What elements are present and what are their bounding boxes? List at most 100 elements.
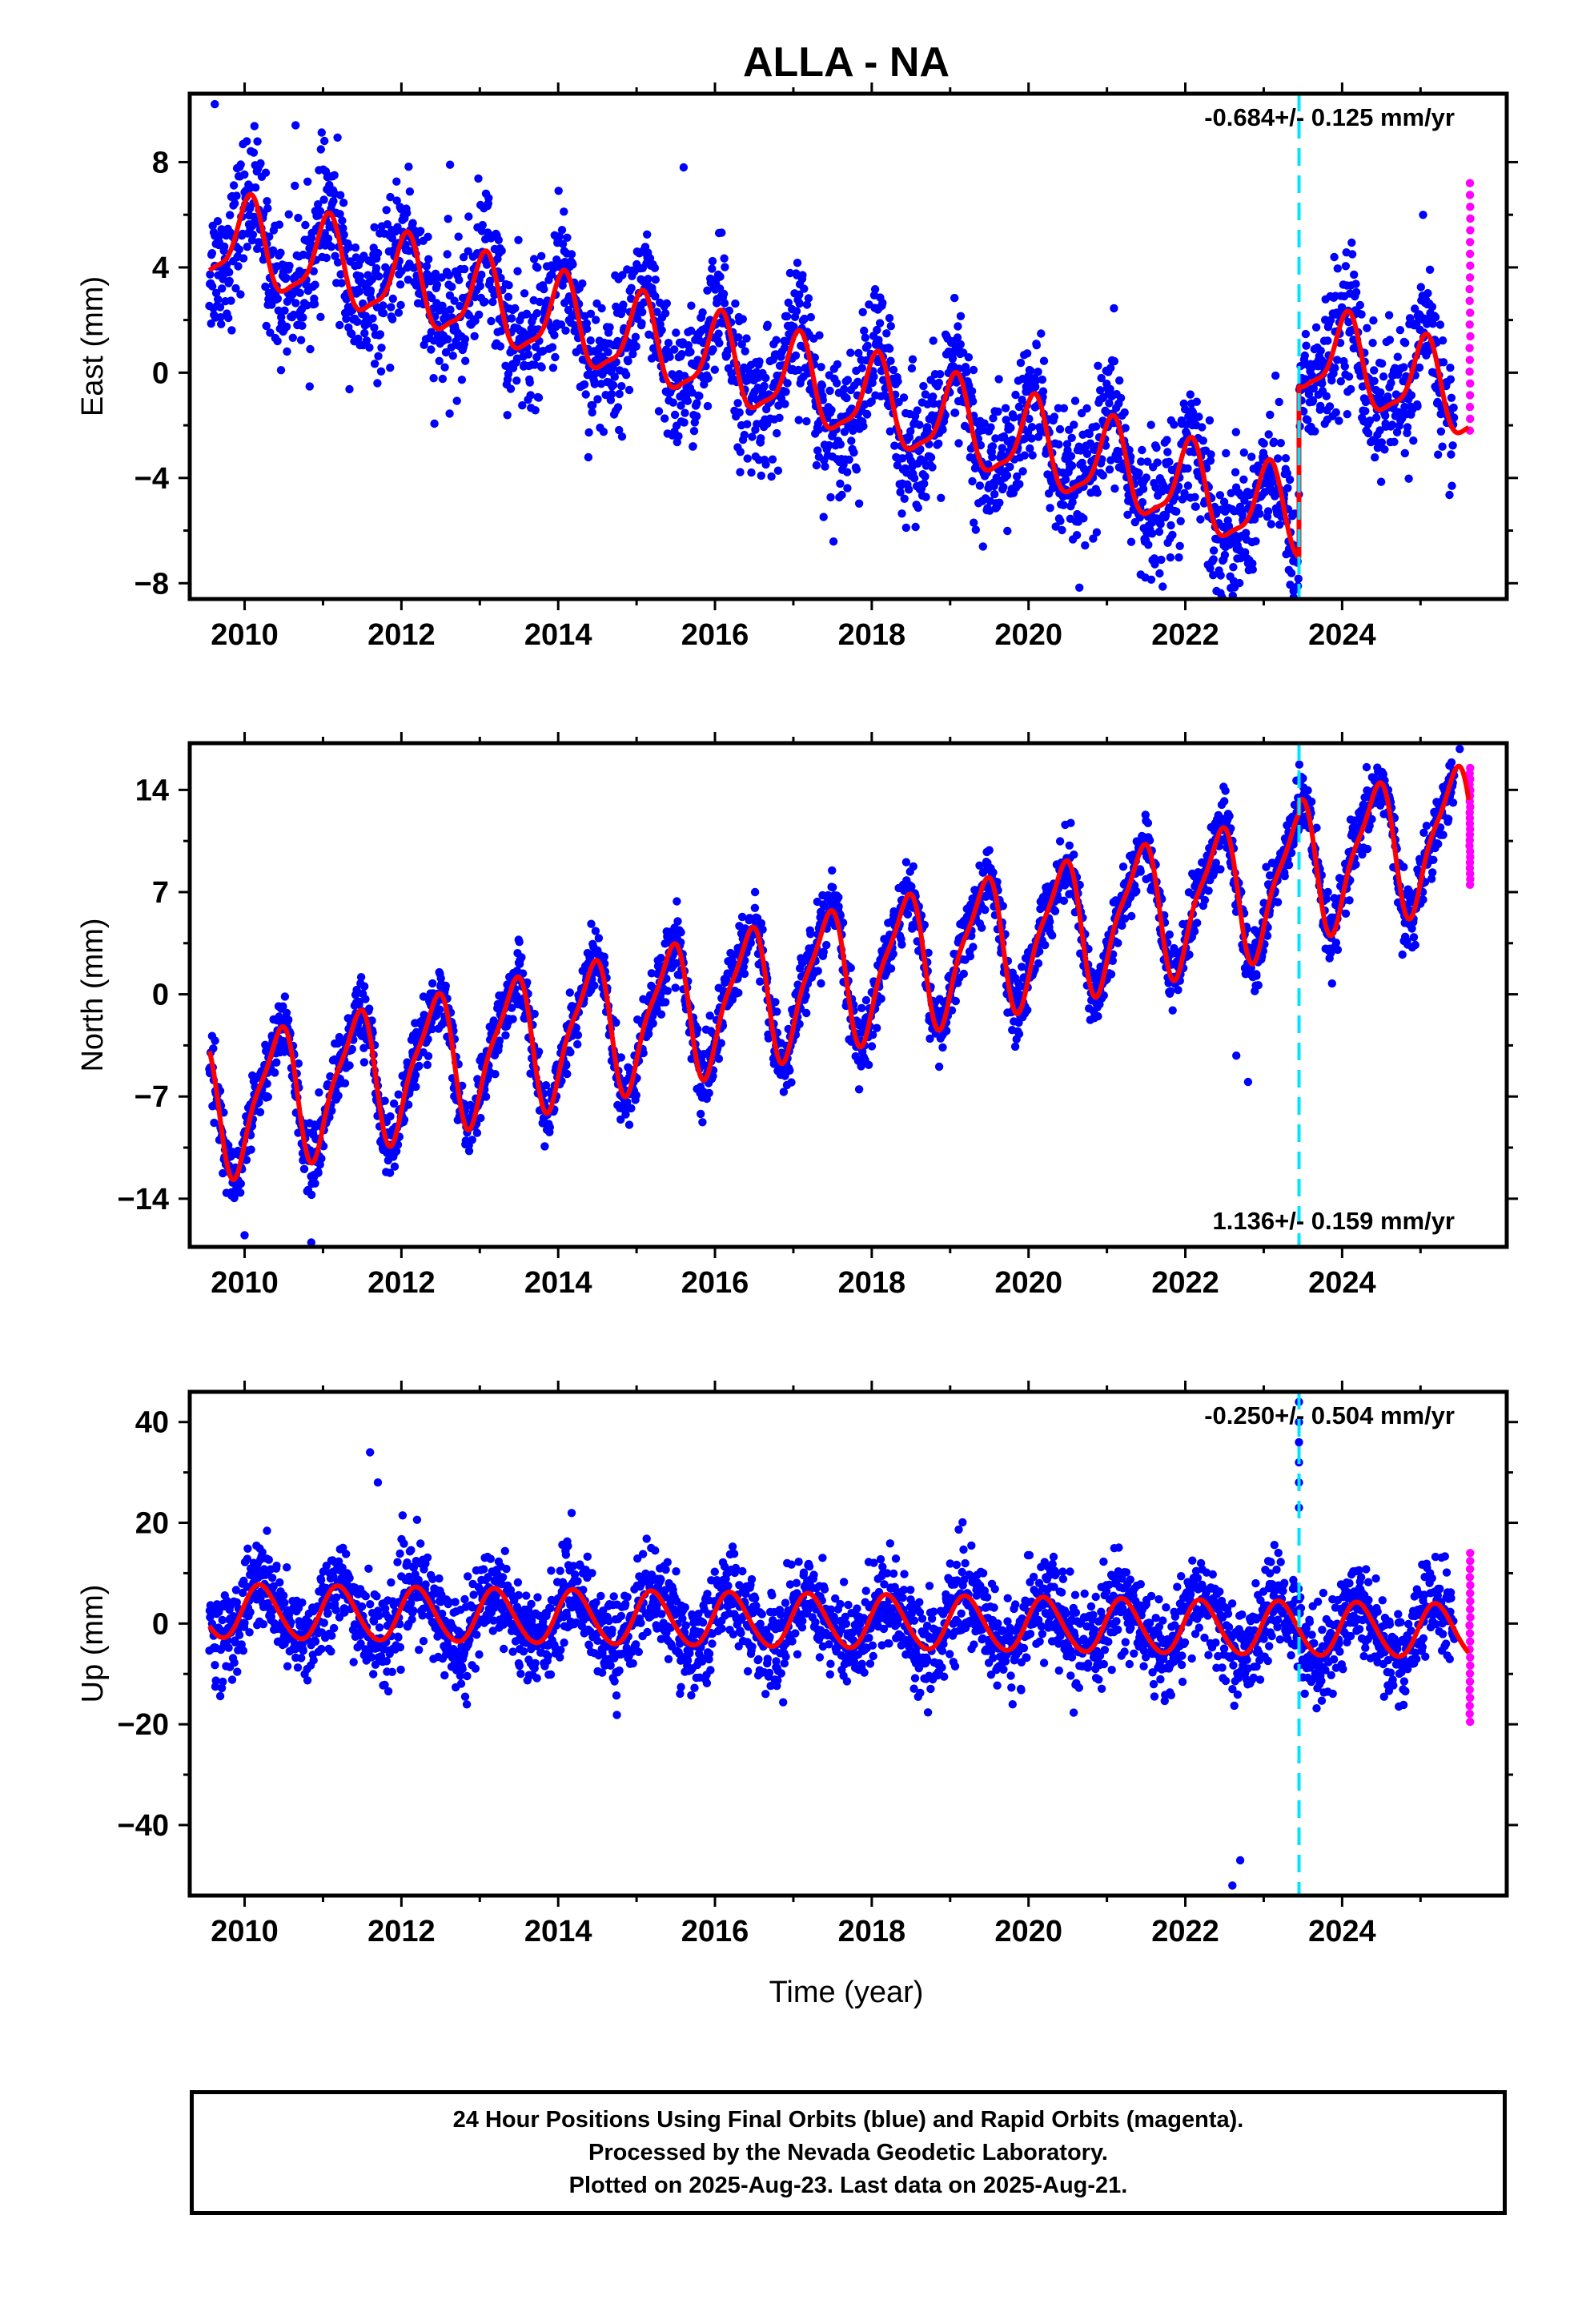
final-orbit-point	[923, 428, 933, 436]
final-orbit-point	[1387, 379, 1395, 388]
rapid-orbit-points	[1465, 179, 1475, 435]
final-orbit-point	[560, 207, 568, 216]
final-orbit-point	[1259, 439, 1268, 448]
final-orbit-point	[670, 410, 680, 420]
final-orbit-point	[1067, 433, 1076, 442]
final-orbit-point	[253, 244, 262, 253]
final-orbit-point	[235, 245, 243, 254]
final-orbit-point	[929, 392, 938, 401]
final-orbit-point	[817, 381, 827, 390]
final-orbit-point	[673, 917, 682, 926]
final-orbit-point	[307, 1190, 316, 1200]
final-orbit-point	[656, 954, 665, 963]
final-orbit-point	[969, 365, 978, 375]
final-orbit-point	[1335, 416, 1343, 425]
final-orbit-point	[858, 308, 867, 316]
final-orbit-point	[991, 434, 1000, 443]
final-orbit-point	[1427, 302, 1437, 312]
final-orbit-point	[437, 273, 446, 282]
final-orbit-point	[1363, 324, 1371, 332]
final-orbit-point	[604, 348, 612, 356]
final-orbit-point	[886, 356, 895, 365]
final-orbit-point	[311, 280, 319, 289]
final-orbit-point	[1183, 464, 1192, 473]
final-orbit-point	[415, 1061, 424, 1071]
final-orbit-point	[689, 442, 697, 451]
final-orbit-point	[651, 275, 660, 284]
final-orbit-point	[1435, 320, 1445, 329]
final-orbit-point	[898, 454, 907, 463]
final-orbit-point	[886, 322, 896, 331]
final-orbit-point	[484, 194, 493, 203]
final-orbit-point	[491, 1070, 500, 1079]
final-orbit-point	[743, 454, 752, 463]
final-orbit-point	[382, 206, 391, 215]
final-orbit-point	[1416, 283, 1426, 292]
final-orbit-point	[1147, 529, 1157, 538]
final-orbit-point	[948, 354, 958, 363]
final-orbit-point	[1235, 578, 1244, 588]
final-orbit-point	[1027, 434, 1036, 443]
final-orbit-point	[673, 897, 681, 906]
final-orbit-point	[857, 1003, 866, 1013]
final-orbit-point	[1038, 375, 1047, 384]
final-orbit-point	[335, 210, 344, 219]
final-orbit-point	[782, 312, 792, 321]
final-orbit-point	[627, 294, 636, 304]
final-orbit-point	[632, 342, 640, 351]
final-orbit-point	[1195, 412, 1203, 421]
final-orbit-point	[921, 493, 930, 501]
final-orbit-point	[529, 255, 539, 263]
final-orbit-point	[345, 384, 354, 394]
final-orbit-point	[1448, 441, 1457, 450]
final-orbit-point	[1231, 428, 1241, 436]
final-orbit-point	[1162, 436, 1171, 444]
final-orbit-point	[845, 455, 853, 464]
final-orbit-point	[464, 247, 472, 255]
final-orbit-point	[379, 308, 388, 318]
final-orbit-point	[214, 295, 223, 304]
final-orbit-point	[981, 906, 990, 915]
final-orbit-point	[780, 344, 789, 352]
final-orbit-point	[1351, 279, 1360, 288]
final-orbit-point	[1026, 366, 1035, 376]
final-orbit-point	[1082, 404, 1091, 413]
final-orbit-point	[793, 259, 802, 267]
final-orbit-point	[1330, 252, 1339, 262]
final-orbit-point	[1347, 384, 1355, 394]
final-orbit-point	[1186, 390, 1195, 399]
final-orbit-point	[741, 347, 749, 356]
final-orbit-point	[689, 427, 699, 436]
final-orbit-point	[758, 389, 767, 398]
final-orbit-point	[1431, 312, 1440, 322]
final-orbit-point	[681, 408, 689, 417]
final-orbit-point	[551, 352, 560, 362]
final-orbit-point	[454, 232, 463, 241]
final-orbit-point	[859, 422, 868, 431]
final-orbit-point	[909, 862, 918, 871]
final-orbit-point	[557, 226, 567, 235]
final-orbit-point	[430, 419, 439, 428]
final-orbit-point	[243, 243, 251, 251]
final-orbit-point	[1085, 429, 1094, 439]
final-orbit-point	[980, 419, 989, 428]
final-orbit-point	[487, 316, 496, 326]
final-orbit-point	[211, 288, 221, 298]
final-orbit-point	[886, 964, 896, 973]
final-orbit-point	[846, 348, 855, 357]
final-orbit-point	[581, 390, 590, 399]
final-orbit-point	[617, 382, 626, 391]
final-orbit-point	[284, 210, 293, 219]
final-orbit-point	[476, 1113, 485, 1123]
final-orbit-point	[877, 994, 885, 1003]
final-orbit-point	[1176, 517, 1185, 525]
final-orbit-point	[446, 305, 455, 314]
final-orbit-point	[217, 225, 226, 234]
final-orbit-point	[1032, 340, 1042, 350]
final-orbit-point	[1050, 907, 1060, 916]
final-orbit-point	[272, 1058, 281, 1067]
final-orbit-point	[665, 352, 674, 361]
rapid-orbit-point	[1466, 414, 1475, 424]
final-orbit-point	[1239, 448, 1249, 457]
